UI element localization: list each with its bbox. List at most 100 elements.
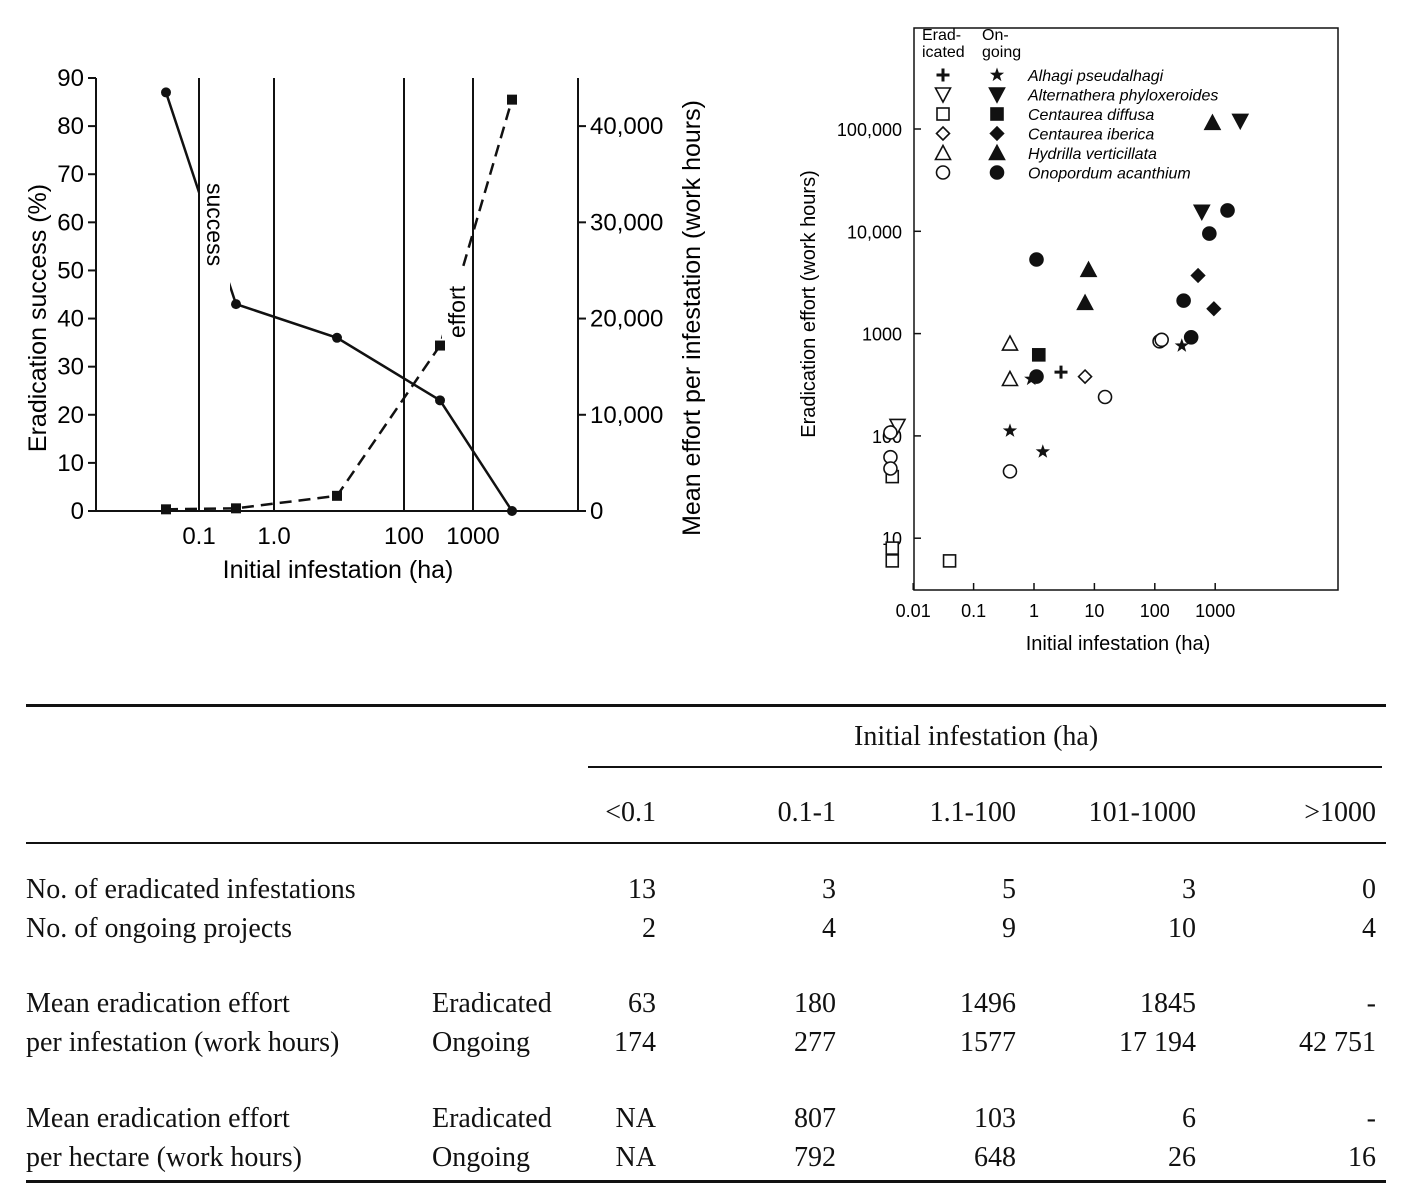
table-row-label: No. of ongoing projects	[26, 913, 292, 944]
left-x-axis-label: Initial infestation (ha)	[223, 556, 454, 584]
table-cell: 13	[628, 874, 656, 905]
legend-ongoing-marker	[989, 165, 1005, 180]
table-cell: 807	[794, 1103, 836, 1134]
x-tick-label: 0.1	[182, 523, 215, 550]
table-cell: 9	[1002, 913, 1016, 944]
scatter-point-eradicated	[1097, 389, 1113, 405]
table-cell: 10	[1168, 913, 1196, 944]
scatter-plot-frame	[913, 27, 1339, 591]
scatter-point-eradicated	[1154, 332, 1169, 348]
legend-species-label: Hydrilla verticillata	[1028, 146, 1157, 163]
scatter-point-ongoing	[1031, 348, 1046, 362]
table-cell: 63	[628, 988, 656, 1019]
legend-ongoing-marker	[989, 67, 1005, 82]
scatter-point-eradicated	[1077, 368, 1093, 385]
table-cell: 1496	[960, 988, 1016, 1019]
table-column-header: 0.1-1	[777, 797, 836, 828]
table-row-sublabel: Eradicated	[432, 1103, 552, 1134]
left-y-tick-label: 20	[57, 402, 84, 429]
table-cell: 2	[642, 913, 656, 944]
scatter-point-ongoing	[1002, 423, 1018, 437]
scatter-x-tick-label: 0.1	[961, 601, 986, 621]
effort-label-bg	[442, 270, 470, 340]
table-bottom-rule	[26, 1180, 1386, 1183]
x-tick-label: 1000	[446, 523, 499, 550]
left-y-tick-label: 30	[57, 354, 84, 381]
effort-series-label: effort	[444, 285, 470, 338]
table-cell: -	[1366, 1103, 1376, 1134]
table-cell: 0	[1362, 874, 1376, 905]
legend-species-label: Centaurea diffusa	[1028, 107, 1154, 124]
table-cell: 4	[1362, 913, 1376, 944]
table-cell: 4	[822, 913, 836, 944]
legend-ongoing-marker	[988, 143, 1006, 161]
scatter-point-ongoing	[1206, 301, 1222, 317]
table-row-label: per infestation (work hours)	[26, 1027, 340, 1058]
legend-ongoing-marker	[990, 107, 1004, 121]
scatter-y-tick-label: 10,000	[847, 222, 902, 242]
scatter-point-eradicated	[1001, 334, 1019, 351]
right-y-tick-label: 40,000	[590, 113, 663, 140]
legend-species-label: Alternathera phyloxeroides	[1027, 88, 1218, 105]
scatter-point-ongoing	[1035, 444, 1050, 458]
scatter-point-ongoing	[1220, 203, 1235, 218]
table-cell: 17 194	[1119, 1027, 1196, 1058]
effort-point	[231, 503, 241, 514]
table-column-header: >1000	[1304, 797, 1376, 828]
legend-eradicated-marker	[936, 68, 950, 82]
effort-point	[435, 340, 445, 351]
table-top-rule	[26, 704, 1386, 707]
table-cell: 648	[974, 1142, 1016, 1173]
scatter-point-ongoing	[1079, 260, 1098, 278]
scatter-point-ongoing	[1203, 113, 1222, 131]
legend-eradicated-marker	[936, 107, 950, 121]
scatter-x-tick-label: 1	[1029, 601, 1039, 621]
right-y-tick-label: 20,000	[590, 306, 663, 333]
scatter-point-ongoing	[1174, 338, 1189, 352]
scatter-point-ongoing	[1076, 293, 1094, 311]
effort-point	[507, 94, 517, 105]
table-row-label: Mean eradication effort	[26, 1103, 290, 1134]
scatter-point-ongoing	[1176, 293, 1191, 308]
scatter-point-ongoing	[1231, 113, 1250, 131]
legend-species-label: Onopordum acanthium	[1028, 166, 1191, 183]
table-cell: 1845	[1140, 988, 1196, 1019]
table-cell: 103	[974, 1103, 1016, 1134]
table-row-sublabel: Eradicated	[432, 988, 552, 1019]
table-cell: 277	[794, 1027, 836, 1058]
left-y-tick-label: 90	[57, 65, 84, 92]
table-row-label: per hectare (work hours)	[26, 1142, 302, 1173]
scatter-x-tick-label: 100	[1140, 601, 1170, 621]
legend-eradicated-marker	[934, 87, 952, 104]
table-row-label: Mean eradication effort	[26, 988, 290, 1019]
scatter-point-ongoing	[1183, 330, 1199, 345]
legend-header: On-	[982, 27, 1009, 44]
scatter-point-eradicated	[1054, 365, 1068, 379]
x-tick-label: 100	[384, 523, 424, 550]
scatter-x-axis-label: Initial infestation (ha)	[1026, 633, 1211, 655]
table-cell: 16	[1348, 1142, 1376, 1173]
table-header-rule	[26, 842, 1386, 844]
table-row-sublabel: Ongoing	[432, 1142, 530, 1173]
table-column-header: 1.1-100	[929, 797, 1016, 828]
legend-header: Erad-	[922, 27, 961, 44]
legend-header: going	[982, 44, 1021, 61]
scatter-point-ongoing	[1029, 252, 1044, 267]
scatter-point-eradicated	[883, 425, 898, 440]
legend-ongoing-marker	[989, 125, 1005, 142]
scatter-x-tick-label: 0.01	[896, 601, 931, 621]
left-y-tick-label: 50	[57, 257, 84, 284]
scatter-point-ongoing	[1202, 226, 1217, 241]
left-y-tick-label: 40	[57, 306, 84, 333]
left-y-tick-label: 70	[57, 161, 84, 188]
scatter-point-eradicated	[942, 554, 957, 568]
table-cell: 42 751	[1299, 1027, 1376, 1058]
table-cell: 180	[794, 988, 836, 1019]
success-series-label: success	[202, 183, 228, 266]
table-row-label: No. of eradicated infestations	[26, 874, 356, 905]
scatter-point-ongoing	[1029, 369, 1044, 384]
effort-scatter-chart: 0.010.1110100100010100100010,000100,000E…	[798, 27, 1339, 655]
scatter-x-tick-label: 1000	[1195, 601, 1235, 621]
scatter-point-eradicated	[885, 554, 900, 568]
scatter-point-ongoing	[1190, 267, 1206, 284]
